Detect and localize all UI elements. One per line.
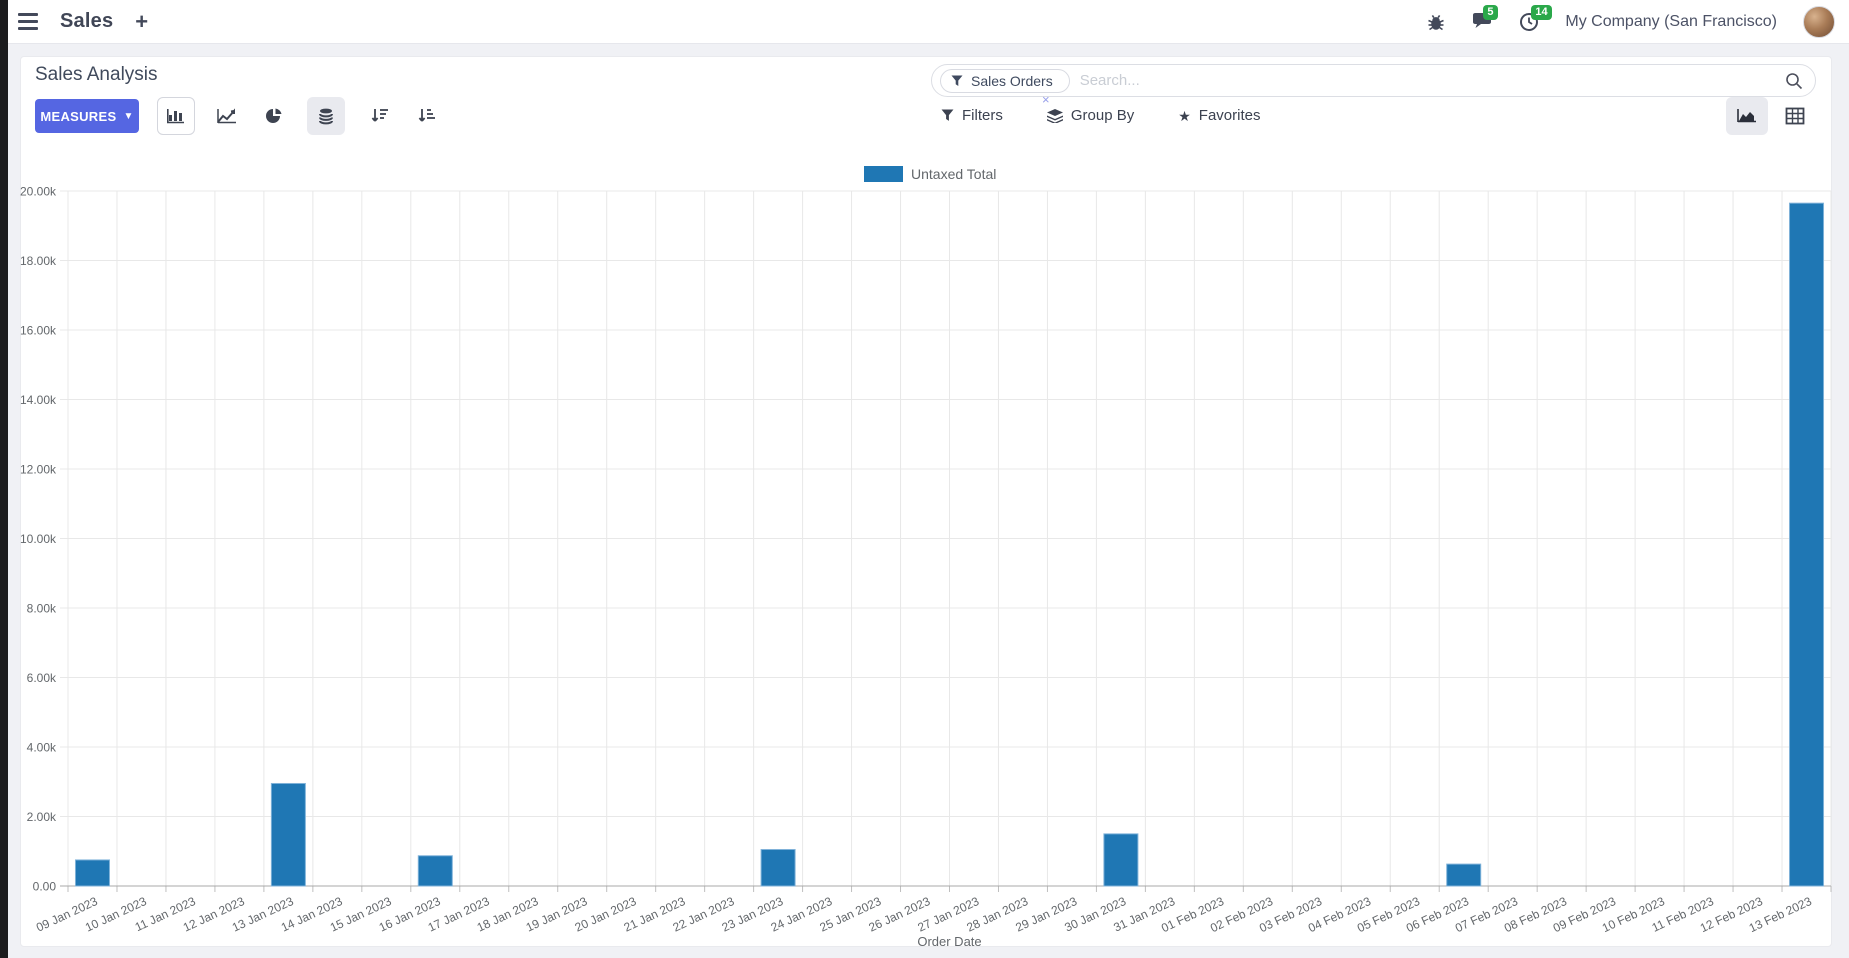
filter-icon [951, 75, 963, 86]
search-options-bar: Filters Group By ★ Favorites [941, 107, 1260, 124]
search-icon[interactable] [1785, 72, 1803, 90]
database-stack-icon [319, 108, 333, 125]
messages-count-badge: 5 [1483, 4, 1498, 20]
chart-type-bar-button[interactable] [157, 97, 195, 135]
activities-count-badge: 14 [1531, 4, 1552, 20]
area-chart-icon [1737, 109, 1756, 123]
activities-clock-icon[interactable]: 14 [1519, 4, 1552, 32]
chart-bar[interactable] [417, 855, 453, 887]
chart-legend[interactable]: Untaxed Total [864, 166, 996, 182]
new-tab-plus-button[interactable]: + [135, 8, 149, 34]
search-facet-sales-orders[interactable]: Sales Orders × [940, 68, 1070, 107]
chart-bar[interactable] [74, 859, 110, 887]
search-input[interactable]: Search... [1079, 72, 1140, 89]
bar-chart-icon [166, 109, 184, 124]
chart-bar[interactable] [760, 849, 796, 887]
sales-analysis-bar-chart[interactable]: 0.00 2.00k 4.00k 6.00k 8.00k 10.00k 12.00k 14.0… [0, 160, 1849, 958]
messages-icon[interactable]: 5 [1471, 4, 1498, 32]
pivot-table-icon [1785, 107, 1805, 125]
page-title: Sales Analysis [35, 64, 158, 85]
y-tick-label: 6.00k [27, 671, 57, 685]
chart-bar[interactable] [270, 782, 306, 887]
apps-menu-icon[interactable] [18, 13, 38, 30]
star-icon: ★ [1178, 107, 1191, 124]
sort-ascending-button[interactable] [407, 97, 445, 135]
chart-type-pie-button[interactable] [255, 97, 293, 135]
screen-left-edge [0, 0, 8, 958]
sort-asc-icon [418, 109, 435, 122]
y-tick-label: 4.00k [27, 741, 57, 755]
debug-bug-icon[interactable] [1427, 13, 1445, 31]
layers-icon [1046, 108, 1063, 123]
search-bar[interactable]: Sales Orders × Search... [931, 64, 1816, 107]
line-chart-icon [217, 108, 236, 124]
chart-type-line-button[interactable] [208, 97, 246, 135]
user-avatar[interactable] [1803, 5, 1835, 38]
company-switcher[interactable]: My Company (San Francisco) [1565, 12, 1777, 30]
content-panel [20, 56, 1832, 947]
chart-bar[interactable] [1789, 202, 1825, 887]
chart-bar[interactable] [1103, 833, 1139, 887]
filter-icon [941, 109, 954, 121]
x-axis-title: Order Date [917, 934, 981, 949]
sort-desc-icon [371, 109, 388, 122]
y-tick-label: 20.00k [20, 185, 57, 199]
stacked-toggle-button[interactable] [307, 97, 345, 135]
y-tick-label: 16.00k [20, 324, 57, 338]
chart-region: 0.00 2.00k 4.00k 6.00k 8.00k 10.00k 12.00k 14.0… [0, 160, 1849, 958]
graph-view-button[interactable] [1726, 97, 1768, 135]
y-tick-label: 14.00k [20, 393, 57, 407]
y-tick-label: 0.00 [33, 880, 57, 894]
top-navbar: Sales + 5 14 My Company (San Francisco) [0, 0, 1849, 44]
y-tick-label: 8.00k [27, 602, 57, 616]
filters-button[interactable]: Filters [941, 107, 1003, 124]
sort-descending-button[interactable] [360, 97, 398, 135]
favorites-button[interactable]: ★ Favorites [1178, 107, 1261, 124]
measures-button[interactable]: MEASURES ▼ [35, 99, 139, 133]
y-tick-label: 2.00k [27, 810, 57, 824]
view-switcher [1726, 97, 1816, 135]
group-by-button[interactable]: Group By [1046, 107, 1134, 124]
legend-label: Untaxed Total [911, 166, 997, 182]
y-tick-label: 18.00k [20, 254, 57, 268]
chart-bar[interactable] [1446, 863, 1482, 887]
chevron-down-icon: ▼ [123, 110, 134, 122]
legend-swatch [864, 166, 903, 182]
y-tick-label: 10.00k [20, 532, 57, 546]
y-tick-label: 12.00k [20, 463, 57, 477]
facet-close-icon[interactable]: × [1042, 92, 1050, 107]
app-name[interactable]: Sales [60, 10, 114, 32]
pivot-view-button[interactable] [1774, 97, 1816, 135]
pie-chart-icon [266, 108, 282, 123]
